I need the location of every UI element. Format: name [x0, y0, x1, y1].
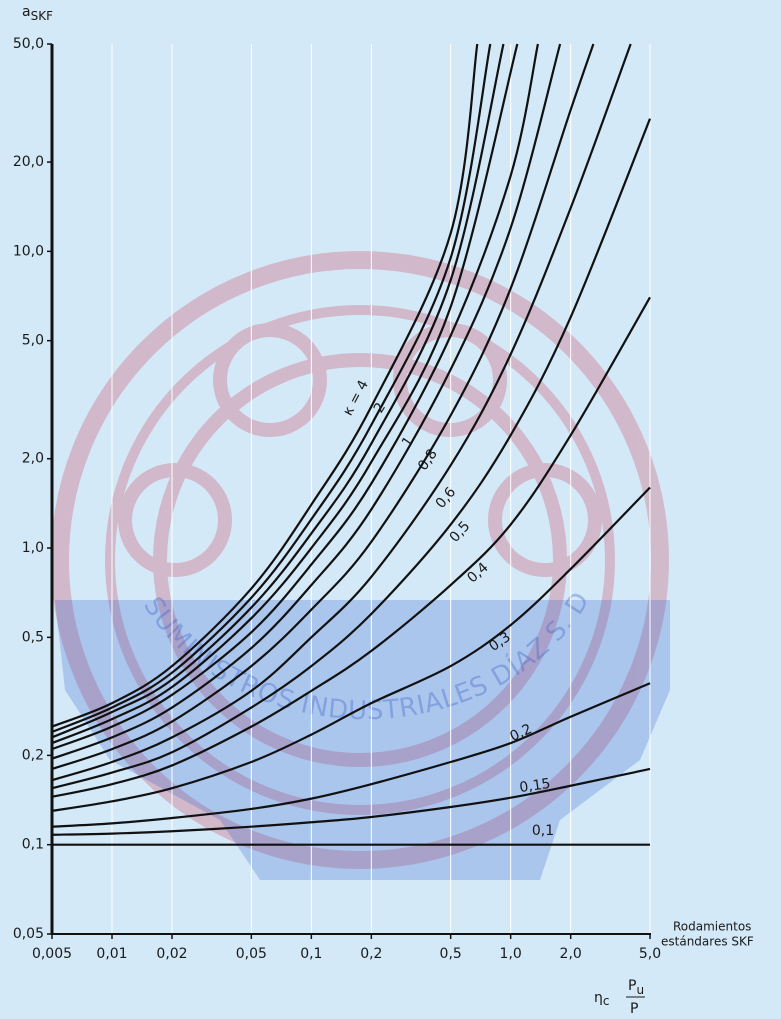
- x-tick-label: 0,5: [440, 946, 462, 962]
- curve: [51, 43, 632, 782]
- x-tick-label: 2,0: [560, 946, 582, 962]
- curve: [51, 43, 505, 739]
- y-tick-label: 2,0: [22, 451, 44, 467]
- annotation: estándares SKF: [661, 935, 754, 949]
- x-axis-numerator-main: P: [628, 978, 636, 994]
- ball: [488, 463, 602, 577]
- x-tick-label: 1,0: [500, 946, 522, 962]
- y-tick-label: 0,05: [13, 926, 44, 942]
- x-axis-symbol-sub: c: [603, 994, 610, 1008]
- y-axis-label: aSKF: [22, 4, 53, 23]
- ticks: 0,005 0,01 0,02 0,05 0,1 0,2 0,5 1,0 2,0 5,0 0,05 0…: [13, 36, 661, 962]
- curve: [51, 767, 651, 836]
- y-tick-label: 50,0: [13, 36, 44, 52]
- x-axis-denominator: P: [630, 1001, 638, 1017]
- x-tick-label: 0,2: [360, 946, 382, 962]
- ring: [51, 251, 669, 869]
- curve: [51, 43, 562, 760]
- x-axis-symbol: η: [594, 990, 603, 1006]
- curve: [51, 296, 651, 798]
- x-axis-numerator: Pu: [628, 978, 644, 997]
- annotation: Rodamientos: [673, 920, 751, 934]
- y-tick-label: 0,5: [22, 629, 44, 645]
- y-axis-label-sub: SKF: [31, 9, 53, 23]
- curve: [51, 682, 651, 828]
- x-tick-label: 0,1: [300, 946, 322, 962]
- y-tick-label: 0,1: [22, 837, 44, 853]
- curve: [51, 43, 595, 771]
- y-axis-label-main: a: [22, 4, 31, 20]
- x-tick-label: 0,05: [236, 946, 267, 962]
- y-tick-label: 1,0: [22, 540, 44, 556]
- curve: [51, 43, 492, 733]
- watermark-graphic: [51, 251, 669, 869]
- curve: [51, 43, 540, 751]
- x-tick-label: 0,01: [96, 946, 127, 962]
- curve-label: 0,15: [518, 776, 551, 796]
- y-tick-label: 0,2: [22, 747, 44, 763]
- x-axis-numerator-sub: u: [636, 983, 644, 997]
- ball: [213, 323, 327, 437]
- ball: [393, 323, 507, 437]
- ball: [118, 463, 232, 577]
- x-tick-label: 0,02: [156, 946, 187, 962]
- ring: [153, 353, 567, 767]
- watermark-gear: [55, 600, 670, 880]
- curve: [51, 118, 652, 790]
- curve: [51, 43, 519, 745]
- x-tick-label: 0,005: [32, 946, 72, 962]
- y-tick-label: 20,0: [13, 154, 44, 170]
- x-axis-label: ηc: [594, 990, 609, 1008]
- y-tick-label: 10,0: [13, 243, 44, 259]
- ring: [105, 305, 615, 815]
- curve-label: 0,1: [532, 823, 554, 839]
- x-tick-label: 5,0: [639, 946, 661, 962]
- y-tick-label: 5,0: [22, 333, 44, 349]
- curve: [51, 43, 479, 728]
- curve: [51, 486, 651, 812]
